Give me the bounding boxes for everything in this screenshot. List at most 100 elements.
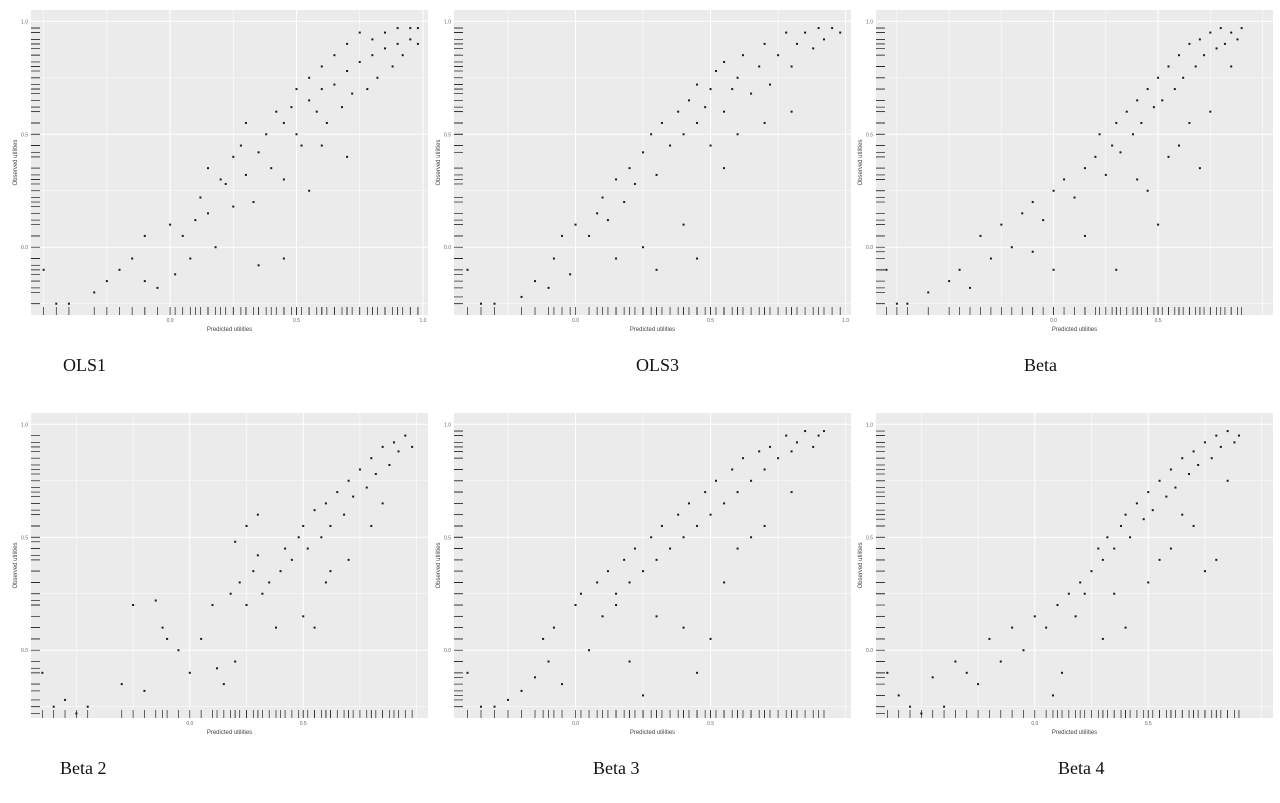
- x-axis-label: Predicted utilities: [630, 327, 675, 333]
- scatter-plot: 0.0 0.5 0.0 0.5 1.0 Predicted utilities Observ…: [858, 413, 1273, 736]
- data-point: [132, 604, 135, 607]
- x-tick-label: 0.5: [293, 318, 300, 324]
- data-point: [396, 42, 399, 45]
- data-point: [822, 430, 825, 433]
- data-point: [795, 441, 798, 444]
- data-point: [404, 434, 407, 437]
- data-point: [219, 178, 222, 181]
- data-point: [384, 47, 387, 50]
- data-point: [897, 694, 900, 697]
- data-point: [1210, 457, 1213, 460]
- data-point: [315, 110, 318, 113]
- data-point: [669, 547, 672, 550]
- plot-background: [454, 413, 851, 718]
- data-point: [1219, 27, 1222, 30]
- y-axis-label: Observed utilities: [436, 542, 442, 588]
- data-point: [1226, 430, 1229, 433]
- data-point: [416, 42, 419, 45]
- data-point: [300, 144, 303, 147]
- data-point: [958, 268, 961, 271]
- data-point: [238, 581, 241, 584]
- data-point: [1158, 558, 1161, 561]
- x-axis-label: Predicted utilities: [1052, 730, 1097, 736]
- data-point: [1022, 649, 1025, 652]
- data-point: [55, 302, 58, 305]
- data-point: [1113, 592, 1116, 595]
- data-point: [1042, 219, 1045, 222]
- data-point: [284, 547, 287, 550]
- data-point: [1147, 491, 1150, 494]
- x-axis-label: Predicted utilities: [207, 730, 252, 736]
- data-point: [574, 604, 577, 607]
- data-point: [542, 637, 545, 640]
- data-point: [655, 173, 658, 176]
- scatter-plot: 0.0 0.5 0.0 0.5 1.0 Predicted utilities Observ…: [858, 10, 1273, 333]
- data-point: [52, 705, 55, 708]
- data-point: [1233, 441, 1236, 444]
- data-point: [306, 547, 309, 550]
- data-point: [633, 547, 636, 550]
- data-point: [308, 99, 311, 102]
- data-point: [1124, 513, 1127, 516]
- data-point: [804, 430, 807, 433]
- data-point: [758, 65, 761, 68]
- data-point: [588, 649, 591, 652]
- data-point: [1161, 99, 1164, 102]
- data-point: [1188, 473, 1191, 475]
- data-point: [177, 649, 180, 652]
- panel-beta-4: 0.0 0.5 0.0 0.5 1.0 Predicted utilities Observ…: [850, 403, 1275, 803]
- y-tick-label: 0.0: [444, 648, 451, 654]
- data-point: [1203, 54, 1206, 57]
- data-point: [324, 502, 327, 505]
- data-point: [352, 495, 355, 498]
- data-point: [927, 291, 930, 294]
- data-point: [633, 182, 636, 185]
- data-point: [234, 540, 237, 543]
- data-point: [358, 31, 361, 34]
- data-point: [988, 637, 991, 640]
- data-point: [257, 264, 260, 267]
- x-tick-label: 0.5: [1145, 721, 1152, 727]
- data-point: [161, 626, 164, 629]
- x-tick-label: 0.0: [1031, 721, 1038, 727]
- data-point: [660, 121, 663, 124]
- data-point: [812, 47, 815, 50]
- scatter-plot: 0.0 0.5 1.0 0.0 0.5 1.0 Predicted utilities Obs…: [13, 10, 428, 333]
- data-point: [790, 450, 793, 453]
- data-point: [822, 38, 825, 41]
- data-point: [655, 268, 658, 271]
- data-point: [623, 201, 626, 204]
- data-point: [1188, 121, 1191, 124]
- data-point: [295, 133, 298, 136]
- data-point: [365, 486, 368, 489]
- data-point: [1223, 42, 1226, 45]
- data-point: [1111, 144, 1114, 147]
- data-point: [282, 121, 285, 124]
- panel-beta: 0.0 0.5 0.0 0.5 1.0 Predicted utilities Observ…: [850, 0, 1275, 400]
- data-point: [391, 65, 394, 68]
- data-point: [741, 457, 744, 460]
- plot-background: [31, 413, 428, 718]
- panel-ols1: 0.0 0.5 1.0 0.0 0.5 1.0 Predicted utilities Obs…: [5, 0, 430, 400]
- data-point: [763, 524, 766, 527]
- x-tick-label: 0.0: [186, 721, 193, 727]
- data-point: [75, 712, 78, 715]
- data-point: [1073, 196, 1076, 199]
- y-axis-label: Observed utilities: [858, 139, 864, 185]
- data-point: [588, 234, 591, 237]
- data-point: [194, 219, 197, 222]
- data-point: [371, 54, 374, 57]
- x-tick-label: 0.0: [572, 318, 579, 324]
- data-point: [623, 558, 626, 561]
- data-point: [763, 468, 766, 471]
- panel-ols3: 0.0 0.5 1.0 0.0 0.5 1.0 Predicted utilities Obs…: [428, 0, 853, 400]
- data-point: [1167, 65, 1170, 68]
- data-point: [660, 524, 663, 527]
- data-point: [714, 70, 717, 72]
- data-point: [615, 178, 618, 181]
- data-point: [1104, 173, 1107, 176]
- data-point: [696, 671, 699, 674]
- data-point: [156, 286, 159, 289]
- data-point: [979, 234, 982, 237]
- data-point: [1203, 570, 1206, 573]
